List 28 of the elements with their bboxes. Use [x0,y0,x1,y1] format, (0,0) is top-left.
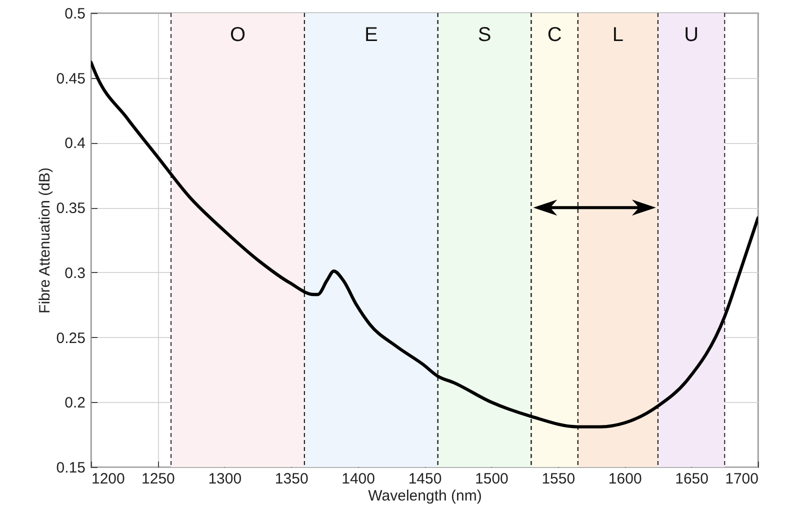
x-tick-label: 1550 [542,470,576,488]
x-tick-label: 1450 [408,470,442,488]
y-tick-label: 0.35 [56,200,86,218]
x-tick-label: 1250 [142,470,175,488]
y-tick-label: 0.15 [56,460,86,476]
y-tick-label: 0.25 [56,330,86,347]
band-label: U [684,24,699,46]
x-axis-title: Wavelength (nm) [368,488,482,504]
x-tick-label: 1600 [608,470,642,488]
y-tick-label: 0.5 [64,6,86,22]
line-series [91,60,758,428]
y-tick-label: 0.3 [64,264,86,282]
y-axis-title: Fibre Attenuation (dB) [36,168,54,314]
y-tick-label: 0.45 [56,70,86,88]
x-tick-label: 1400 [342,470,375,488]
x-tick-label: 1500 [475,470,508,488]
band-label: O [230,24,246,46]
band-label: S [478,24,492,46]
y-tick-label: 0.2 [64,394,86,412]
x-tick-label: 1350 [274,470,308,488]
x-tick-label: 1200 [92,470,125,488]
x-tick-label: 1700 [725,470,758,488]
x-tick-label: 1650 [675,470,708,488]
band-label: E [364,24,378,46]
x-tick-label: 1300 [208,470,242,488]
band-label: L [612,24,624,46]
y-tick-label: 0.4 [64,135,86,152]
band-label: C [547,24,562,46]
